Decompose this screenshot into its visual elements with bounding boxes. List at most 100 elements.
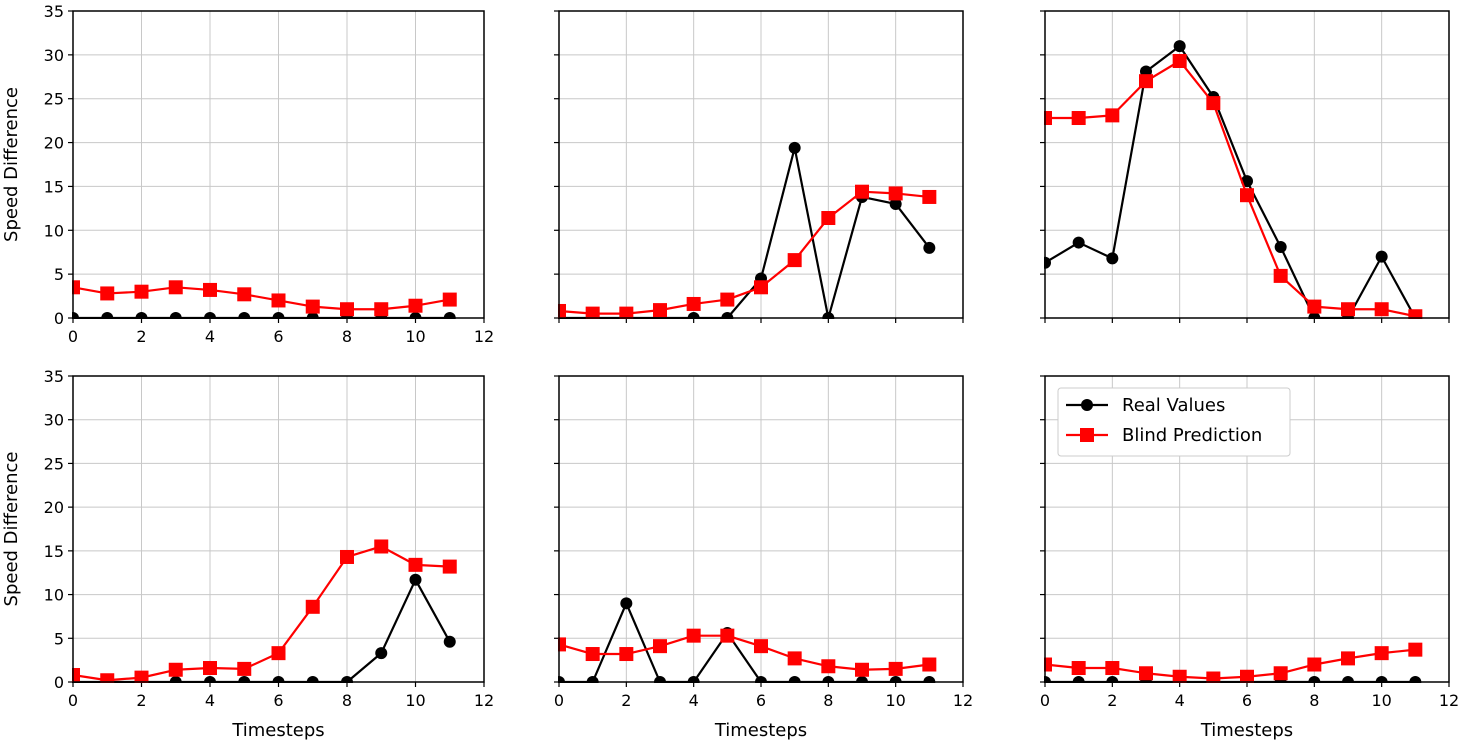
data-point-blind-prediction bbox=[72, 280, 80, 295]
x-axis-label: Timesteps bbox=[1200, 720, 1293, 741]
subplot-2 bbox=[554, 10, 964, 323]
y-tick-label: 20 bbox=[44, 498, 64, 517]
data-point-blind-prediction bbox=[888, 661, 903, 676]
x-tick-label: 2 bbox=[136, 327, 146, 346]
legend-marker-real-values bbox=[1081, 399, 1093, 411]
data-point-blind-prediction bbox=[1307, 299, 1322, 314]
data-point-blind-prediction bbox=[72, 668, 80, 683]
data-point-blind-prediction bbox=[1071, 111, 1086, 126]
data-point-blind-prediction bbox=[203, 282, 217, 297]
data-point-blind-prediction bbox=[558, 303, 566, 318]
data-point-blind-prediction bbox=[1139, 666, 1153, 681]
y-tick-label: 20 bbox=[44, 134, 64, 153]
data-point-blind-prediction bbox=[720, 628, 735, 643]
plot-area bbox=[558, 597, 937, 683]
plot-frame bbox=[72, 375, 485, 683]
data-point-blind-prediction bbox=[720, 292, 735, 307]
x-tick-label: 6 bbox=[1242, 691, 1252, 710]
data-point-real-values bbox=[1106, 252, 1119, 265]
x-tick-label: 6 bbox=[273, 691, 283, 710]
data-point-blind-prediction bbox=[922, 657, 937, 672]
data-point-blind-prediction bbox=[821, 211, 836, 226]
data-point-real-values bbox=[620, 597, 633, 610]
plot-frame bbox=[558, 375, 964, 683]
data-point-blind-prediction bbox=[821, 659, 836, 674]
data-point-blind-prediction bbox=[1071, 661, 1086, 676]
x-tick-label: 0 bbox=[554, 691, 564, 710]
data-point-blind-prediction bbox=[888, 186, 903, 201]
data-point-blind-prediction bbox=[1240, 669, 1254, 683]
x-tick-label: 10 bbox=[885, 691, 905, 710]
x-axis-label: Timesteps bbox=[231, 720, 324, 741]
data-point-blind-prediction bbox=[754, 639, 768, 654]
series-line-blind-prediction bbox=[72, 545, 450, 682]
y-tick-label: 5 bbox=[54, 265, 64, 284]
x-tick-label: 10 bbox=[405, 327, 425, 346]
x-tick-label: 4 bbox=[1175, 691, 1185, 710]
x-tick-label: 2 bbox=[621, 691, 631, 710]
data-point-blind-prediction bbox=[1172, 669, 1187, 683]
data-point-blind-prediction bbox=[686, 628, 701, 643]
data-point-blind-prediction bbox=[408, 557, 423, 572]
x-tick-label: 4 bbox=[205, 691, 215, 710]
data-point-blind-prediction bbox=[271, 646, 286, 661]
series-line-blind-prediction bbox=[558, 190, 930, 315]
y-tick-label: 30 bbox=[44, 411, 64, 430]
x-tick-label: 8 bbox=[342, 327, 352, 346]
x-tick-label: 10 bbox=[405, 691, 425, 710]
legend-label-real-values: Real Values bbox=[1122, 395, 1225, 416]
data-point-blind-prediction bbox=[305, 299, 320, 314]
y-tick-label: 25 bbox=[44, 454, 64, 473]
data-point-blind-prediction bbox=[1341, 651, 1355, 666]
data-point-blind-prediction bbox=[134, 284, 149, 299]
y-tick-label: 35 bbox=[44, 367, 64, 386]
data-point-blind-prediction bbox=[305, 599, 320, 614]
data-point-blind-prediction bbox=[1408, 642, 1423, 657]
legend: Real Values Blind Prediction bbox=[1057, 387, 1291, 457]
data-point-blind-prediction bbox=[1206, 96, 1221, 111]
x-tick-label: 12 bbox=[1439, 691, 1459, 710]
data-point-blind-prediction bbox=[168, 280, 183, 295]
data-point-real-values bbox=[788, 141, 801, 154]
data-point-blind-prediction bbox=[442, 292, 457, 307]
x-tick-label: 8 bbox=[342, 691, 352, 710]
data-point-real-values bbox=[889, 197, 902, 210]
data-point-blind-prediction bbox=[787, 253, 802, 268]
data-point-blind-prediction bbox=[100, 286, 115, 301]
data-point-real-values bbox=[443, 635, 456, 648]
data-point-real-values bbox=[1274, 240, 1287, 253]
y-tick-label: 10 bbox=[44, 586, 64, 605]
data-point-blind-prediction bbox=[1206, 671, 1221, 683]
plot-frame bbox=[558, 10, 964, 319]
data-point-blind-prediction bbox=[1341, 302, 1355, 317]
subplot-4: 0 2 4 6 8 10 12 0 5 10 15 20 25 30 35 Timesteps Speed Di… bbox=[1, 367, 494, 741]
plot-area bbox=[558, 141, 937, 319]
y-tick-label: 10 bbox=[44, 221, 64, 240]
subplot-1: 0 2 4 6 8 10 12 0 5 10 15 20 25 30 35 Speed Difference bbox=[1, 2, 494, 346]
x-tick-label: 10 bbox=[1371, 691, 1391, 710]
data-point-blind-prediction bbox=[374, 302, 389, 317]
legend-box bbox=[1057, 387, 1291, 457]
x-axis-label: Timesteps bbox=[714, 720, 807, 741]
legend-label-blind-prediction: Blind Prediction bbox=[1122, 425, 1262, 446]
legend-marker-blind-prediction bbox=[1080, 428, 1094, 442]
data-point-blind-prediction bbox=[1273, 268, 1288, 283]
x-tick-label: 8 bbox=[823, 691, 833, 710]
data-point-blind-prediction bbox=[619, 647, 634, 662]
data-point-blind-prediction bbox=[1044, 657, 1052, 672]
data-point-blind-prediction bbox=[168, 662, 183, 677]
data-point-blind-prediction bbox=[203, 661, 217, 676]
y-axis-label: Speed Difference bbox=[1, 452, 22, 607]
data-point-real-values bbox=[375, 647, 388, 660]
subplot-3 bbox=[1040, 10, 1450, 323]
plot-area bbox=[1044, 642, 1423, 683]
y-tick-label: 5 bbox=[54, 629, 64, 648]
data-point-blind-prediction bbox=[100, 673, 115, 683]
x-tick-label: 2 bbox=[1107, 691, 1117, 710]
data-point-real-values bbox=[923, 241, 936, 254]
data-point-real-values bbox=[1375, 250, 1388, 263]
x-tick-label: 4 bbox=[689, 691, 699, 710]
x-tick-label: 6 bbox=[756, 691, 766, 710]
data-point-blind-prediction bbox=[653, 639, 667, 654]
